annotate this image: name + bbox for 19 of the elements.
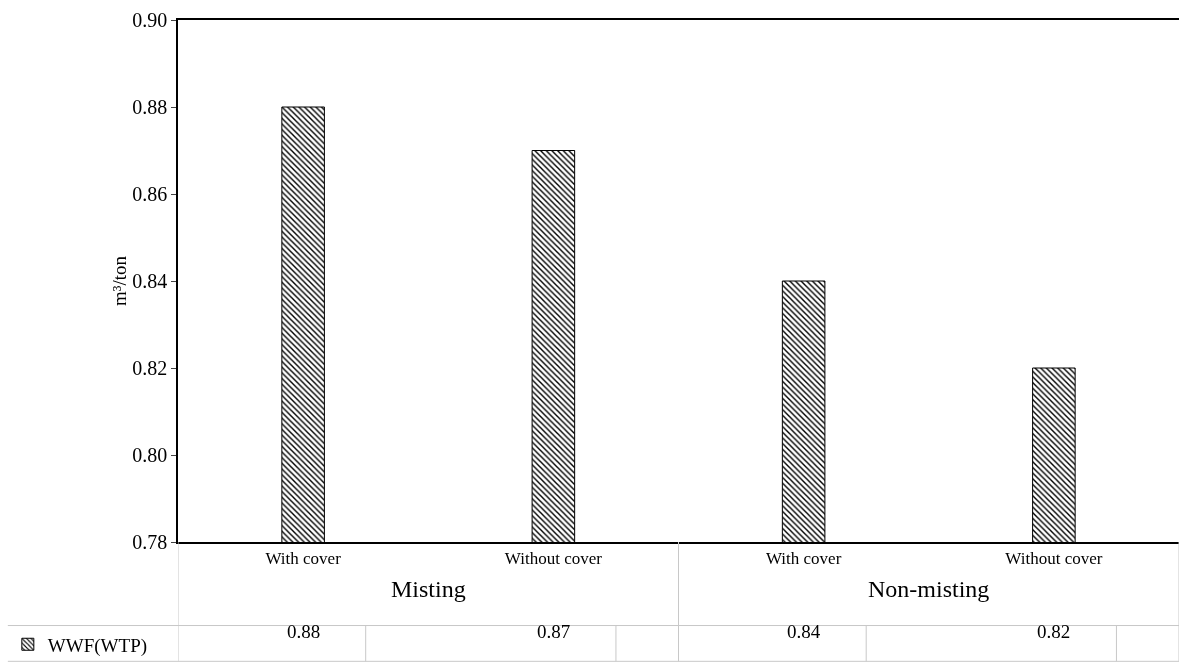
x-tick-label: With cover xyxy=(765,549,842,569)
x-tick-label: Without cover xyxy=(504,549,603,569)
text: Non-misting xyxy=(868,576,990,602)
y-tick-label: 0.82 xyxy=(132,357,168,379)
text: WWF(WTP) xyxy=(47,634,148,657)
y-tick-label: 0.90 xyxy=(132,9,168,31)
data-label: 0.82 xyxy=(1037,621,1071,642)
data-label: 0.87 xyxy=(537,621,571,642)
y-tick-label: 0.80 xyxy=(132,444,168,466)
text: Misting xyxy=(391,576,466,602)
x-tick-label: With cover xyxy=(265,549,342,569)
y-axis-title: m³/ton xyxy=(109,255,131,307)
y-tick-label: 0.84 xyxy=(132,270,168,292)
y-tick-label: 0.86 xyxy=(132,183,168,205)
y-tick-label: 0.88 xyxy=(132,96,168,118)
x-tick-label: Without cover xyxy=(1005,549,1103,569)
data-label: 0.88 xyxy=(287,621,321,642)
data-label: 0.84 xyxy=(787,621,821,642)
y-tick-label: 0.78 xyxy=(132,531,168,553)
